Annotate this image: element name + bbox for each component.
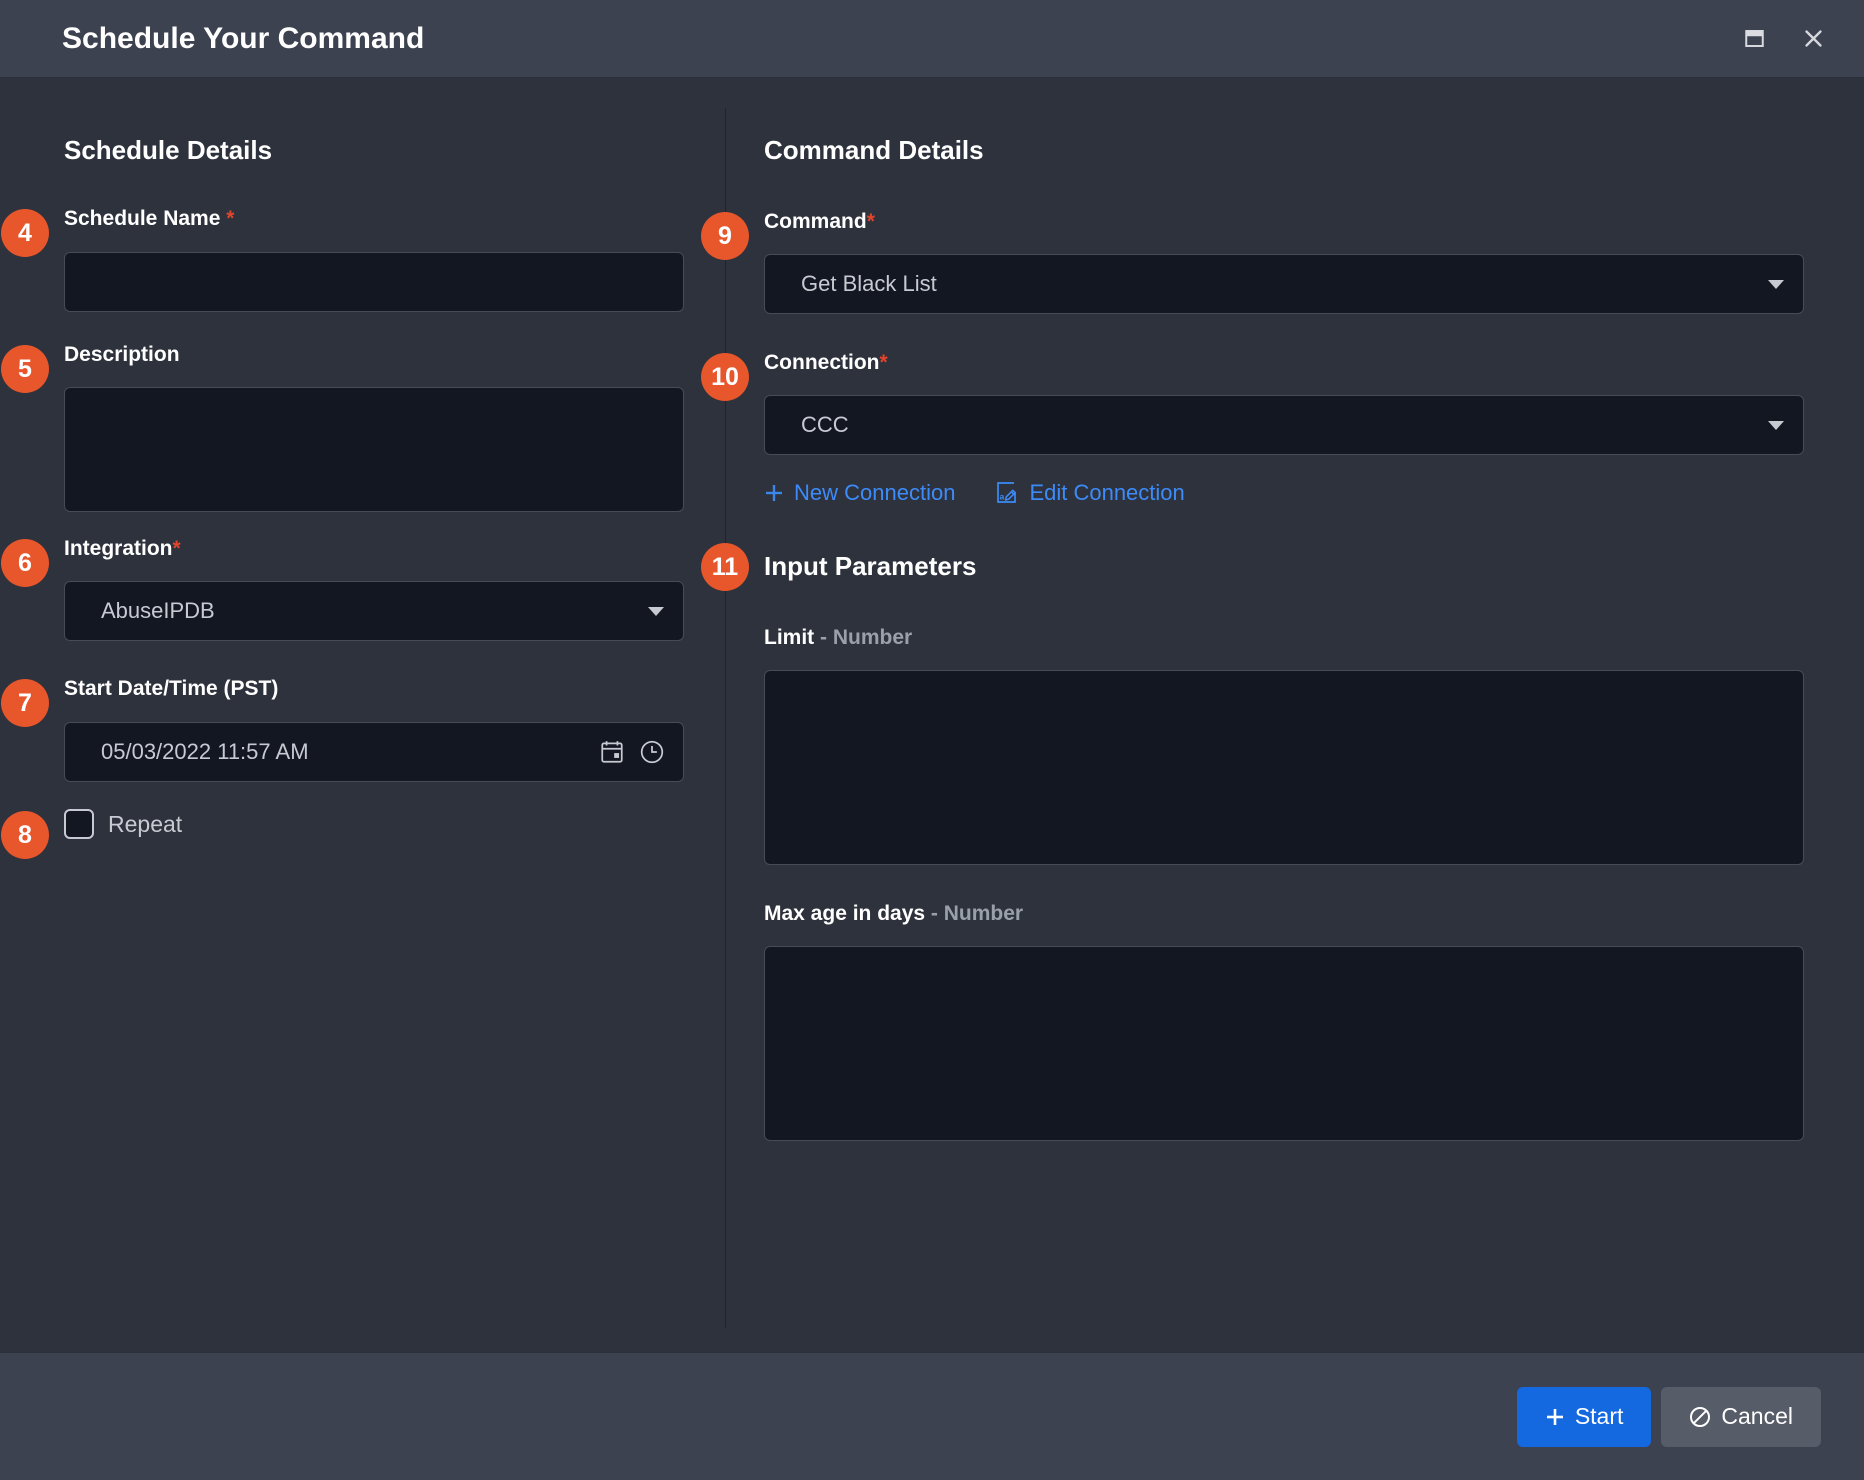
svg-text:a: a	[1000, 492, 1005, 502]
